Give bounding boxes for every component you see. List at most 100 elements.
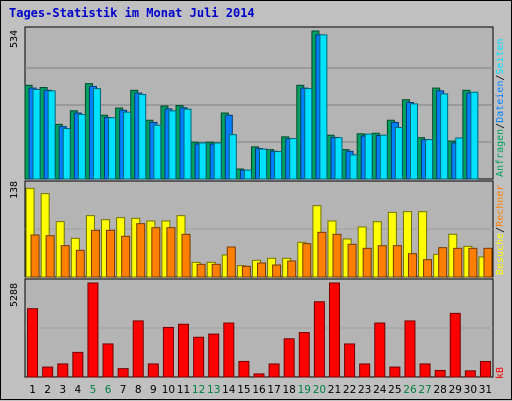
bar-middle-besuche-26: [402, 211, 412, 278]
bar-bottom-kb-6: [102, 343, 114, 378]
bar-middle-rechner-12: [196, 263, 206, 278]
bar-middle-rechner-20: [317, 231, 327, 278]
bar-bottom-kb-8: [132, 320, 144, 378]
bar-middle-rechner-30: [468, 247, 478, 278]
x-tick-label-2: 2: [44, 384, 51, 396]
bar-middle-rechner-31: [483, 247, 493, 278]
bar-bottom-kb-4: [72, 351, 84, 378]
x-tick-label-31: 31: [479, 384, 492, 396]
bar-top-seiten-14: [228, 134, 237, 180]
bar-bottom-kb-10: [162, 326, 174, 378]
middle-ymax-label: 138: [9, 180, 20, 199]
bar-bottom-kb-7: [117, 368, 129, 378]
bar-top-seiten-3: [62, 128, 71, 180]
bar-top-seiten-2: [47, 90, 56, 180]
bar-middle-rechner-22: [347, 243, 357, 278]
bar-middle-rechner-15: [241, 265, 251, 278]
bar-bottom-kb-26: [404, 320, 416, 378]
x-tick-label-25: 25: [388, 384, 401, 396]
bar-middle-rechner-25: [392, 245, 402, 278]
bar-middle-rechner-16: [257, 262, 266, 278]
bar-top-seiten-23: [364, 133, 373, 180]
bar-middle-rechner-11: [181, 233, 191, 278]
bar-bottom-kb-15: [238, 360, 250, 378]
bar-top-seiten-27: [425, 139, 434, 180]
bar-middle-rechner-4: [75, 249, 85, 278]
bar-middle-rechner-18: [287, 260, 297, 278]
x-tick-label-16: 16: [252, 384, 266, 396]
bar-middle-rechner-2: [45, 235, 55, 278]
bar-middle-rechner-9: [151, 227, 161, 278]
bar-bottom-kb-9: [147, 363, 159, 378]
x-tick-label-8: 8: [135, 384, 142, 396]
legend-rechner: Rechner: [495, 184, 506, 227]
bar-bottom-kb-24: [374, 322, 386, 378]
legend-besuche: Besuche: [495, 232, 506, 275]
bar-top-seiten-25: [394, 126, 403, 180]
legend-dateien: Dateien: [495, 80, 506, 123]
x-tick-label-26: 26: [403, 384, 417, 396]
bar-top-seiten-8: [138, 93, 147, 180]
x-tick-label-21: 21: [328, 384, 341, 396]
right-label-bottom: kB: [495, 367, 506, 379]
bar-top-seiten-13: [213, 142, 222, 180]
bar-middle-rechner-21: [332, 233, 342, 278]
bar-top-seiten-16: [259, 148, 267, 180]
legend-sep: /: [495, 122, 506, 129]
bar-middle-besuche-1: [25, 187, 35, 278]
x-tick-label-4: 4: [74, 384, 81, 396]
bar-top-seiten-4: [77, 113, 86, 180]
legend-seiten: Seiten: [495, 38, 506, 75]
bar-bottom-kb-2: [42, 366, 54, 378]
x-tick-label-1: 1: [29, 384, 36, 396]
bar-bottom-kb-17: [268, 363, 280, 378]
bar-bottom-kb-28: [434, 369, 446, 378]
x-tick-label-19: 19: [298, 384, 311, 396]
x-tick-label-10: 10: [162, 384, 175, 396]
bar-middle-rechner-5: [90, 229, 100, 278]
bar-bottom-kb-14: [223, 322, 235, 378]
bar-middle-rechner-28: [438, 247, 448, 278]
bar-bottom-kb-20: [313, 301, 325, 378]
bar-middle-rechner-14: [226, 246, 236, 278]
bar-bottom-kb-13: [208, 333, 220, 378]
bar-bottom-kb-31: [479, 360, 491, 378]
bar-top-seiten-12: [198, 142, 207, 180]
bar-middle-rechner-6: [106, 229, 116, 278]
x-tick-label-17: 17: [267, 384, 280, 396]
bar-top-seiten-22: [349, 154, 358, 180]
x-tick-label-22: 22: [343, 384, 356, 396]
bar-top-seiten-15: [243, 169, 252, 180]
bar-top-seiten-24: [379, 134, 388, 180]
bar-bottom-kb-25: [389, 366, 401, 378]
bar-middle-rechner-7: [121, 235, 131, 278]
x-tick-label-3: 3: [59, 384, 66, 396]
bar-middle-rechner-19: [302, 243, 312, 278]
bar-top-seiten-9: [153, 124, 162, 180]
bottom-ymax-label: 5288: [9, 282, 20, 307]
bar-middle-rechner-26: [407, 253, 417, 278]
bar-bottom-kb-27: [419, 363, 431, 378]
bar-bottom-kb-21: [328, 282, 340, 378]
bar-bottom-kb-29: [449, 312, 461, 378]
x-tick-label-11: 11: [177, 384, 190, 396]
x-tick-label-18: 18: [283, 384, 296, 396]
bar-middle-rechner-17: [272, 264, 282, 278]
bar-top-seiten-1: [32, 88, 41, 180]
bar-middle-rechner-27: [423, 259, 433, 278]
bar-middle-rechner-10: [166, 227, 176, 278]
legend-kb: kB: [495, 366, 506, 379]
x-tick-label-9: 9: [150, 384, 157, 396]
x-tick-label-23: 23: [358, 384, 371, 396]
chart-title: Tages-Statistik im Monat Juli 2014: [9, 6, 255, 20]
x-tick-label-6: 6: [105, 384, 112, 396]
bar-middle-rechner-23: [362, 247, 372, 278]
bar-top-seiten-6: [108, 117, 117, 180]
right-label-top: Anfragen/Dateien/Seiten: [495, 38, 506, 177]
bar-bottom-kb-18: [283, 338, 295, 378]
bar-bottom-kb-5: [87, 282, 99, 378]
x-tick-label-7: 7: [120, 384, 127, 396]
x-tick-label-14: 14: [222, 384, 236, 396]
